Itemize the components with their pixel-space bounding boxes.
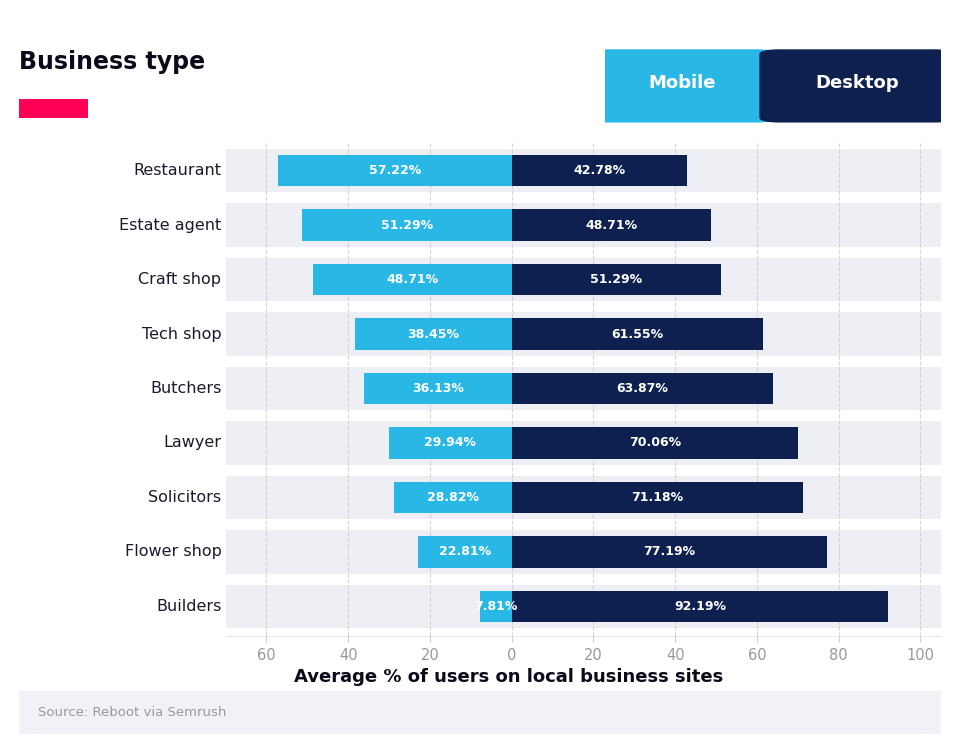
Text: 63.87%: 63.87%	[616, 382, 668, 395]
Text: 42.78%: 42.78%	[573, 164, 625, 177]
Text: Lawyer: Lawyer	[163, 435, 222, 451]
Text: Solicitors: Solicitors	[149, 490, 222, 505]
Text: Business type: Business type	[19, 50, 205, 74]
Bar	[226, 585, 941, 628]
Text: Estate agent: Estate agent	[119, 218, 222, 232]
Bar	[226, 421, 941, 465]
Text: 48.71%: 48.71%	[386, 273, 438, 286]
Text: 38.45%: 38.45%	[407, 328, 459, 340]
Text: Tech shop: Tech shop	[142, 326, 222, 342]
Bar	[226, 476, 941, 519]
Text: Butchers: Butchers	[150, 381, 222, 396]
Bar	[512, 263, 721, 295]
Text: 29.94%: 29.94%	[424, 437, 476, 449]
Text: 22.81%: 22.81%	[439, 545, 492, 559]
Bar	[364, 373, 512, 404]
Text: 71.18%: 71.18%	[631, 491, 684, 504]
Bar	[512, 536, 828, 568]
Bar	[354, 318, 512, 350]
Bar	[302, 209, 512, 240]
Bar	[226, 312, 941, 356]
Text: Mobile: Mobile	[648, 75, 716, 92]
Bar	[226, 530, 941, 574]
Bar	[226, 149, 941, 192]
Text: 51.29%: 51.29%	[381, 218, 433, 232]
Text: 36.13%: 36.13%	[412, 382, 464, 395]
Bar	[512, 482, 803, 514]
Bar	[226, 258, 941, 301]
Bar	[226, 367, 941, 410]
FancyBboxPatch shape	[1, 690, 959, 735]
Text: Desktop: Desktop	[815, 75, 899, 92]
Bar	[512, 155, 686, 186]
Bar	[313, 263, 512, 295]
Bar	[512, 318, 763, 350]
Text: Craft shop: Craft shop	[138, 272, 222, 287]
Text: 57.22%: 57.22%	[369, 164, 420, 177]
Text: 92.19%: 92.19%	[674, 600, 726, 613]
Bar	[419, 536, 512, 568]
Bar	[480, 591, 512, 622]
Bar	[226, 204, 941, 247]
Text: 70.06%: 70.06%	[629, 437, 681, 449]
Bar	[277, 155, 512, 186]
Text: Builders: Builders	[156, 599, 222, 614]
Text: 28.82%: 28.82%	[427, 491, 479, 504]
Bar	[390, 427, 512, 459]
FancyBboxPatch shape	[759, 50, 954, 123]
Text: 61.55%: 61.55%	[612, 328, 663, 340]
FancyBboxPatch shape	[19, 99, 88, 118]
Text: Source: Reboot via Semrush: Source: Reboot via Semrush	[37, 706, 226, 719]
Bar	[512, 427, 798, 459]
Bar	[512, 591, 888, 622]
FancyBboxPatch shape	[588, 50, 776, 123]
Text: 7.81%: 7.81%	[474, 600, 517, 613]
Text: 77.19%: 77.19%	[643, 545, 695, 559]
Text: 51.29%: 51.29%	[590, 273, 642, 286]
Bar	[512, 373, 773, 404]
Bar	[512, 209, 710, 240]
Text: 48.71%: 48.71%	[586, 218, 637, 232]
Text: Restaurant: Restaurant	[133, 163, 222, 178]
Text: Average % of users on local business sites: Average % of users on local business sit…	[294, 668, 724, 686]
Bar	[394, 482, 512, 514]
Text: Flower shop: Flower shop	[125, 545, 222, 559]
